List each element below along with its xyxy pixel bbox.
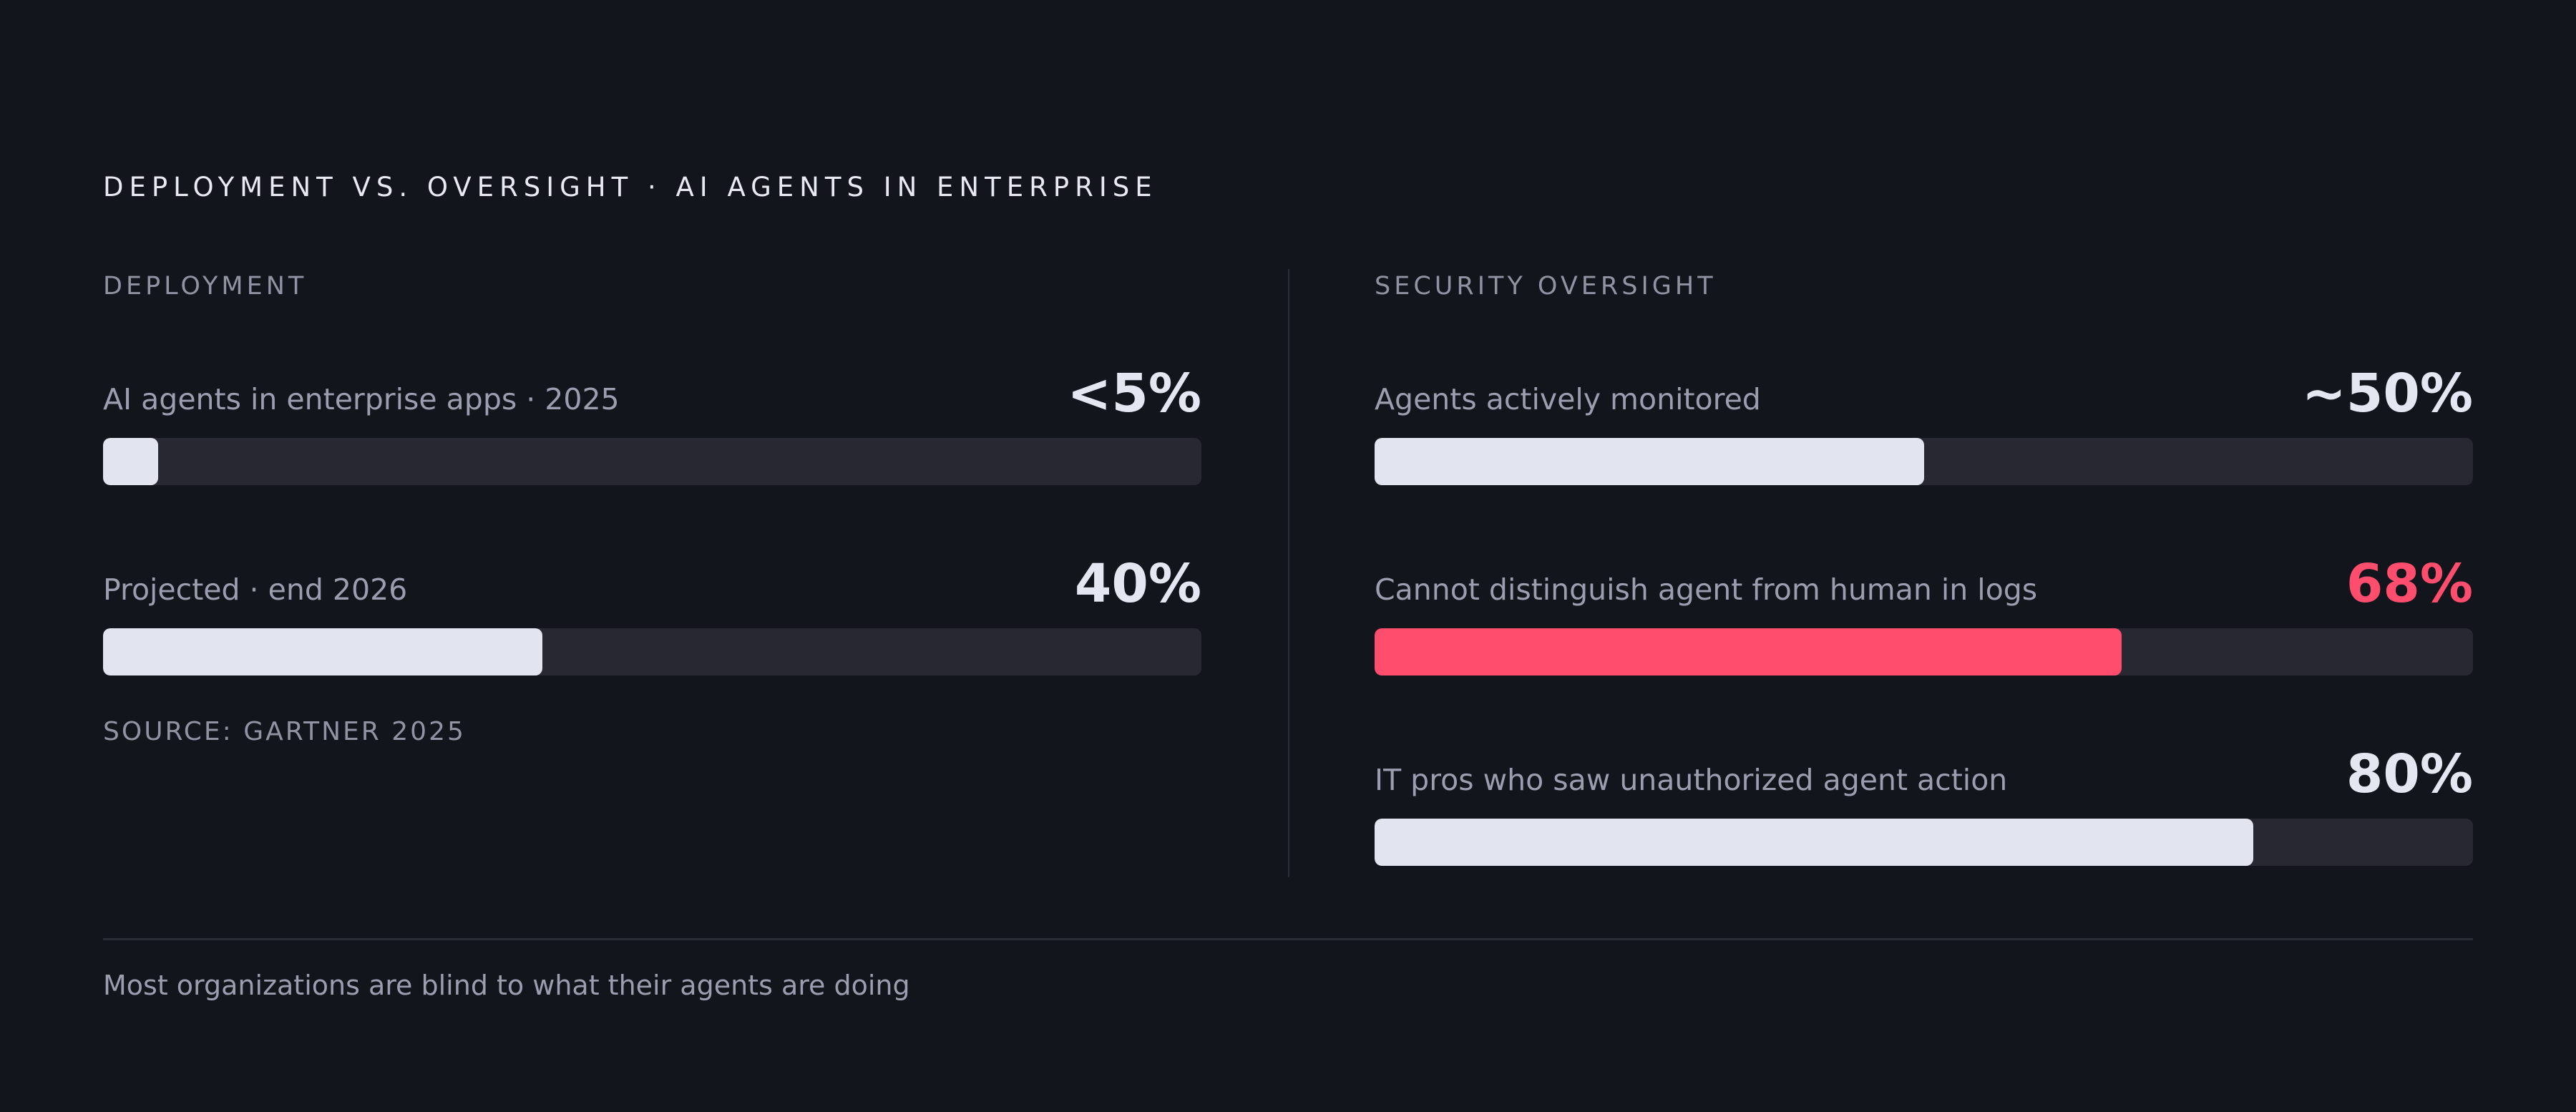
column-divider xyxy=(1288,269,1289,877)
bar-row: Projected · end 2026 40% xyxy=(103,541,1201,731)
bar-value-label: 40% xyxy=(1074,553,1201,615)
bar-value-label: <5% xyxy=(1067,363,1201,424)
bar xyxy=(1375,819,2253,866)
bar-label: IT pros who saw unauthorized agent actio… xyxy=(1375,763,2008,797)
source-note: SOURCE: GARTNER 2025 xyxy=(103,717,466,746)
bar-track xyxy=(1375,628,2473,676)
bar-label: Cannot distinguish agent from human in l… xyxy=(1375,572,2038,607)
footer-caption: Most organizations are blind to what the… xyxy=(103,970,910,1001)
bar-value-label: 68% xyxy=(2346,553,2473,615)
bar xyxy=(103,628,542,676)
bar-value-label: 80% xyxy=(2346,743,2473,805)
bar xyxy=(1375,438,1924,485)
oversight-bars: Agents actively monitored ~50% Cannot di… xyxy=(1375,351,2473,922)
bar-track xyxy=(1375,438,2473,485)
deployment-bars: AI agents in enterprise apps · 2025 <5% … xyxy=(103,351,1201,731)
oversight-panel: SECURITY OVERSIGHT Agents actively monit… xyxy=(1375,269,2473,866)
bar-track xyxy=(1375,819,2473,866)
bar-track xyxy=(103,438,1201,485)
bar-row: IT pros who saw unauthorized agent actio… xyxy=(1375,731,2473,922)
footer-divider xyxy=(103,938,2473,940)
deployment-heading: DEPLOYMENT xyxy=(103,272,308,301)
oversight-heading: SECURITY OVERSIGHT xyxy=(1375,272,1717,301)
bar-value-label: ~50% xyxy=(2301,363,2473,424)
bar-row: Cannot distinguish agent from human in l… xyxy=(1375,541,2473,731)
bar-row: Agents actively monitored ~50% xyxy=(1375,351,2473,541)
deployment-panel: DEPLOYMENT AI agents in enterprise apps … xyxy=(103,269,1201,676)
chart-title: DEPLOYMENT VS. OVERSIGHT · AI AGENTS IN … xyxy=(103,172,1158,203)
bar xyxy=(103,438,158,485)
bar-label: AI agents in enterprise apps · 2025 xyxy=(103,382,620,416)
bar-track xyxy=(103,628,1201,676)
bar-label: Projected · end 2026 xyxy=(103,572,408,607)
bar xyxy=(1375,628,2122,676)
bar-row: AI agents in enterprise apps · 2025 <5% xyxy=(103,351,1201,541)
bar-label: Agents actively monitored xyxy=(1375,382,1761,416)
